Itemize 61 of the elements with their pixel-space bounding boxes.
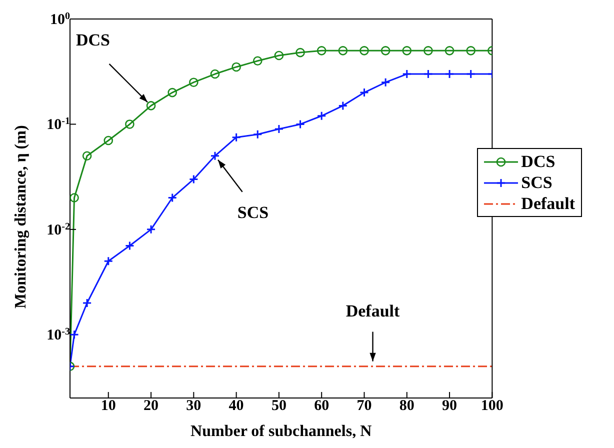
point <box>252 56 262 66</box>
annotation: Default <box>346 301 400 320</box>
point <box>232 132 242 142</box>
point <box>252 130 262 140</box>
point <box>70 193 79 202</box>
point <box>338 100 348 110</box>
point <box>70 330 80 340</box>
y-tick-label: 10$^{0}$ <box>50 10 70 28</box>
point <box>424 46 433 56</box>
annotation: SCS <box>237 202 269 222</box>
x-tick-label: 70 <box>356 398 372 414</box>
point <box>210 69 220 79</box>
point <box>423 69 433 79</box>
point <box>359 88 369 98</box>
x-tick-label: 100 <box>480 398 504 414</box>
x-tick-label: 80 <box>399 398 414 414</box>
x-tick-label: 20 <box>144 398 159 414</box>
point <box>380 78 390 88</box>
x-tick-label: 30 <box>186 398 202 414</box>
point <box>466 69 476 79</box>
x-tick-label: 90 <box>442 398 458 414</box>
point <box>402 46 412 56</box>
point <box>168 88 177 98</box>
y-tick-label: 10$^{-2}$ <box>46 220 70 238</box>
legend-label: Default <box>521 194 575 214</box>
point <box>466 46 476 56</box>
point <box>380 46 390 56</box>
point <box>316 46 326 56</box>
point <box>189 78 198 87</box>
y-tick-label: 10$^{-3}$ <box>46 326 70 344</box>
point <box>360 46 369 56</box>
point <box>104 136 114 146</box>
point <box>274 50 284 60</box>
point <box>188 174 198 184</box>
point <box>210 151 220 161</box>
point <box>146 224 156 234</box>
point <box>82 151 92 161</box>
x-tick-label: 40 <box>228 398 244 414</box>
point <box>444 46 454 56</box>
x-tick-label: 50 <box>271 398 286 414</box>
y-axis-title: Monitoring distance, η (m) <box>12 125 30 308</box>
annotation: DCS <box>76 30 110 50</box>
point <box>82 298 92 308</box>
point <box>296 48 305 58</box>
point <box>104 256 114 266</box>
point <box>125 120 134 129</box>
point <box>168 193 178 203</box>
legend-label: DCS <box>521 152 556 172</box>
x-tick-label: 60 <box>314 398 330 414</box>
point <box>274 124 284 134</box>
legend-label: SCS <box>521 172 552 192</box>
point <box>232 62 241 72</box>
point <box>316 111 326 121</box>
y-tick-label: 10$^{-1}$ <box>46 116 70 134</box>
point <box>402 69 412 79</box>
point <box>124 240 134 250</box>
point <box>296 119 306 129</box>
point <box>444 69 454 79</box>
point <box>146 101 156 110</box>
point <box>338 46 348 56</box>
x-tick-label: 10 <box>100 398 116 414</box>
